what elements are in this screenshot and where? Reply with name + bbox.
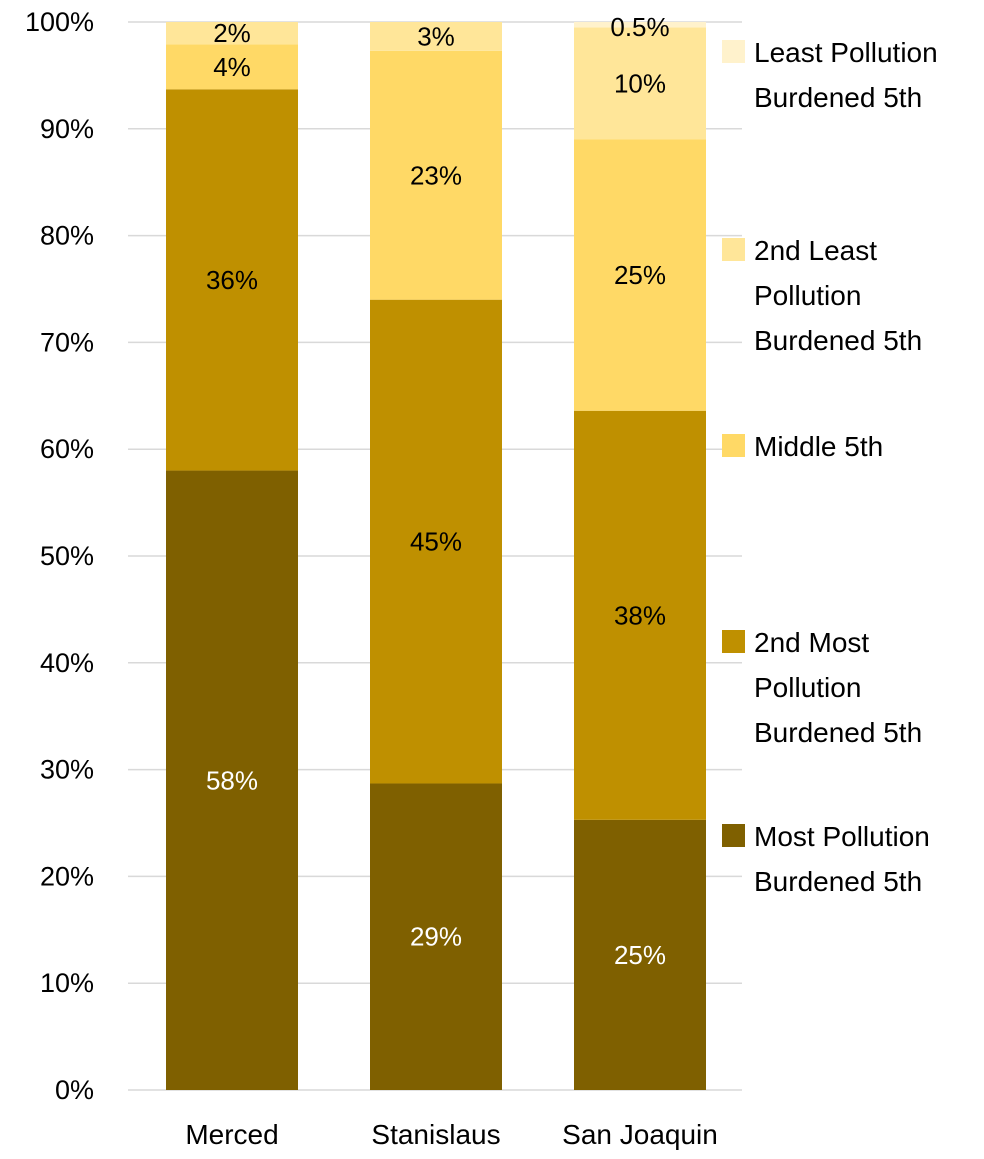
y-tick-label: 20% <box>40 861 94 891</box>
y-tick-label: 100% <box>25 7 94 37</box>
y-tick-label: 50% <box>40 541 94 571</box>
data-label: 4% <box>213 52 251 82</box>
bar-segment <box>166 89 298 471</box>
bar-segment <box>574 27 706 140</box>
legend-swatch <box>722 434 745 457</box>
bar-segment <box>166 22 298 45</box>
legend-item: Most Pollution Burdened 5th <box>722 821 930 897</box>
bar-segment <box>574 22 706 28</box>
legend: Least Pollution Burdened 5th 2nd Least Poll… <box>722 37 938 897</box>
legend-label: Most Pollution <box>754 821 930 852</box>
legend-item: Least Pollution Burdened 5th <box>722 37 938 113</box>
legend-label: Pollution <box>754 280 861 311</box>
data-label: 25% <box>614 260 666 290</box>
y-axis-tick-labels: 0% 10% 20% 30% 40% 50% 60% 70% 80% 90% 100% <box>25 7 94 1105</box>
y-tick-label: 90% <box>40 114 94 144</box>
bar-segment <box>574 819 706 1090</box>
data-labels: 58% 36% 4% 2% 29% 45% 23% 3% 25% 38% 25% 10% 0.5% <box>206 12 670 970</box>
y-tick-label: 0% <box>55 1075 94 1105</box>
legend-swatch <box>722 238 745 261</box>
y-tick-label: 10% <box>40 968 94 998</box>
y-tick-label: 80% <box>40 221 94 251</box>
bar-segment <box>370 299 502 784</box>
legend-item: Middle 5th <box>722 431 883 462</box>
data-label: 45% <box>410 527 462 557</box>
legend-item: 2nd Most Pollution Burdened 5th <box>722 627 922 748</box>
legend-label: Pollution <box>754 672 861 703</box>
y-tick-label: 70% <box>40 327 94 357</box>
legend-label: Least Pollution <box>754 37 938 68</box>
x-axis-category-labels: Merced Stanislaus San Joaquin <box>185 1119 718 1150</box>
data-label: 23% <box>410 160 462 190</box>
legend-label: Burdened 5th <box>754 717 922 748</box>
bars <box>166 22 706 1090</box>
bar-segment <box>370 783 502 1090</box>
bar-segment <box>166 44 298 90</box>
data-label: 58% <box>206 765 258 795</box>
legend-swatch <box>722 630 745 653</box>
data-label: 3% <box>417 21 455 51</box>
x-category-label: Stanislaus <box>371 1119 500 1150</box>
bar-segment <box>574 410 706 820</box>
legend-swatch <box>722 824 745 847</box>
data-label: 36% <box>206 265 258 295</box>
legend-label: Burdened 5th <box>754 325 922 356</box>
x-category-label: Merced <box>185 1119 278 1150</box>
bar-segment <box>574 139 706 411</box>
legend-label: Middle 5th <box>754 431 883 462</box>
legend-item: 2nd Least Pollution Burdened 5th <box>722 235 922 356</box>
data-label: 25% <box>614 940 666 970</box>
legend-label: 2nd Least <box>754 235 877 266</box>
y-tick-label: 30% <box>40 755 94 785</box>
legend-swatch <box>722 40 745 63</box>
data-label: 29% <box>410 922 462 952</box>
legend-label: Burdened 5th <box>754 82 922 113</box>
data-label: 2% <box>213 18 251 48</box>
x-category-label: San Joaquin <box>562 1119 718 1150</box>
data-label: 10% <box>614 68 666 98</box>
legend-label: 2nd Most <box>754 627 869 658</box>
bar-segment <box>166 470 298 1090</box>
bar-segment <box>370 50 502 300</box>
bar-segment <box>370 22 502 51</box>
y-tick-label: 60% <box>40 434 94 464</box>
data-label: 0.5% <box>610 12 669 42</box>
legend-label: Burdened 5th <box>754 866 922 897</box>
y-tick-label: 40% <box>40 648 94 678</box>
data-label: 38% <box>614 600 666 630</box>
